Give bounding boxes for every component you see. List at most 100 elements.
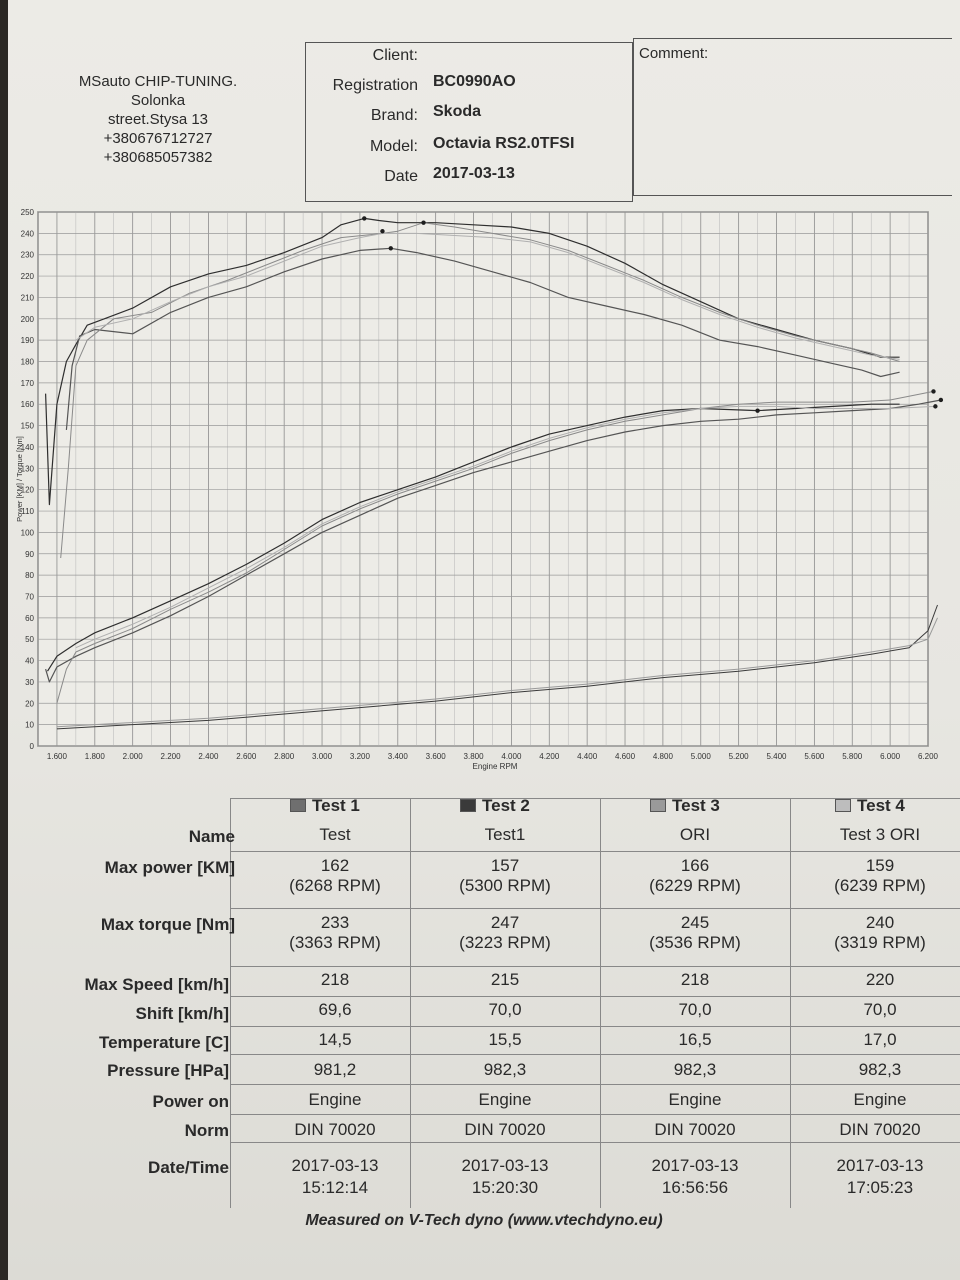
temperature-value: 14,5 <box>318 1030 352 1049</box>
x-tick-label: 3.400 <box>388 752 409 761</box>
max-speed-value: 215 <box>490 970 520 989</box>
row-label-power-on: Power on <box>152 1092 229 1111</box>
temperature-value: 15,5 <box>488 1030 522 1049</box>
torque-curve <box>65 247 900 430</box>
pressure-value: 982,3 <box>858 1060 902 1079</box>
row-label-norm: Norm <box>184 1121 229 1140</box>
test-date: 2017-03-13 <box>651 1156 739 1175</box>
y-tick-label: 220 <box>21 272 35 281</box>
y-tick-label: 140 <box>21 443 35 452</box>
norm-value: DIN 70020 <box>464 1120 546 1139</box>
test-name: ORI <box>679 825 711 844</box>
y-tick-label: 240 <box>21 229 35 238</box>
shop-name: MSauto CHIP-TUNING. <box>78 73 238 90</box>
test-time: 15:12:14 <box>301 1178 369 1197</box>
max-torque-value: 240 <box>865 913 895 932</box>
max-torque-rpm: (3319 RPM) <box>834 933 926 952</box>
y-tick-label: 180 <box>21 358 35 367</box>
max-power-rpm: (6229 RPM) <box>649 876 741 895</box>
test-header: Test 1 <box>290 796 360 816</box>
x-tick-label: 4.200 <box>539 752 560 761</box>
date-value: 2017-03-13 <box>433 165 515 182</box>
row-label-max-torque: Max torque [Nm] <box>100 915 235 934</box>
peak-marker <box>380 229 385 234</box>
row-label-max-speed: Max Speed [km/h] <box>84 975 229 994</box>
max-power-value: 166 <box>680 856 710 875</box>
shop-street: street.Stysa 13 <box>107 111 209 128</box>
test-header: Test 4 <box>835 796 905 816</box>
shift-value: 70,0 <box>488 1000 522 1019</box>
norm-value: DIN 70020 <box>654 1120 736 1139</box>
brand-value: Skoda <box>433 103 482 120</box>
x-tick-label: 5.200 <box>729 752 750 761</box>
results-table: Name Max power [KM] Max torque [Nm] Max … <box>30 778 960 1208</box>
test-header: Test 2 <box>460 796 530 816</box>
x-tick-label: 3.200 <box>350 752 371 761</box>
legend-swatch <box>460 799 476 812</box>
power-on-value: Engine <box>668 1090 722 1109</box>
registration-label: Registration <box>332 77 418 94</box>
max-torque-value: 245 <box>680 913 710 932</box>
shop-phone-2: +380685057382 <box>103 149 213 166</box>
peak-marker <box>933 404 938 409</box>
norm-value: DIN 70020 <box>294 1120 376 1139</box>
y-tick-label: 80 <box>25 571 34 580</box>
y-tick-label: 70 <box>25 592 34 601</box>
shop-city: Solonka <box>130 92 186 109</box>
x-tick-label: 1.800 <box>85 752 106 761</box>
power-curve <box>45 399 942 683</box>
x-tick-label: 4.800 <box>653 752 674 761</box>
max-speed-value: 218 <box>680 970 710 989</box>
y-tick-label: 190 <box>21 336 35 345</box>
max-power-rpm: (5300 RPM) <box>459 876 551 895</box>
test-time: 17:05:23 <box>846 1178 914 1197</box>
peak-marker <box>388 246 393 251</box>
temperature-value: 17,0 <box>863 1030 897 1049</box>
y-tick-label: 20 <box>25 699 34 708</box>
power-on-value: Engine <box>308 1090 362 1109</box>
test-header-label: Test 4 <box>857 796 905 815</box>
y-tick-label: 210 <box>21 293 35 302</box>
x-tick-label: 4.400 <box>577 752 598 761</box>
test-date: 2017-03-13 <box>291 1156 379 1175</box>
y-tick-label: 50 <box>25 635 34 644</box>
test-date: 2017-03-13 <box>836 1156 924 1175</box>
legend-swatch <box>835 799 851 812</box>
loss-curve <box>56 604 938 730</box>
max-power-value: 157 <box>490 856 520 875</box>
power-curve <box>75 405 936 649</box>
pressure-value: 982,3 <box>483 1060 527 1079</box>
model-value: Octavia RS2.0TFSI <box>433 135 575 152</box>
test-time: 16:56:56 <box>661 1178 729 1197</box>
y-tick-label: 120 <box>21 486 35 495</box>
model-label: Model: <box>369 138 418 155</box>
row-label-datetime: Date/Time <box>148 1158 229 1177</box>
norm-value: DIN 70020 <box>839 1120 921 1139</box>
y-tick-label: 100 <box>21 528 35 537</box>
x-axis-label: Engine RPM <box>473 762 518 771</box>
y-tick-label: 0 <box>30 742 35 751</box>
test-header-label: Test 3 <box>672 796 720 815</box>
peak-marker <box>362 216 367 221</box>
row-label-shift: Shift [km/h] <box>135 1004 230 1023</box>
x-tick-label: 3.600 <box>426 752 447 761</box>
y-tick-label: 130 <box>21 464 35 473</box>
x-tick-label: 4.000 <box>501 752 522 761</box>
comment-box: Comment: <box>633 38 952 196</box>
y-tick-label: 30 <box>25 678 34 687</box>
max-power-value: 159 <box>865 856 895 875</box>
max-power-rpm: (6239 RPM) <box>834 876 926 895</box>
loss-curve <box>56 617 938 728</box>
date-label: Date <box>384 168 418 185</box>
pressure-value: 981,2 <box>313 1060 357 1079</box>
power-on-value: Engine <box>853 1090 907 1109</box>
y-tick-label: 10 <box>25 721 34 730</box>
row-label-name: Name <box>188 827 235 846</box>
registration-value: BC0990AO <box>433 73 516 90</box>
test-name: Test 3 ORI <box>839 825 921 844</box>
x-tick-label: 2.200 <box>161 752 182 761</box>
max-torque-value: 247 <box>490 913 520 932</box>
peak-marker <box>931 389 936 394</box>
x-tick-label: 5.000 <box>691 752 712 761</box>
x-tick-label: 2.800 <box>274 752 295 761</box>
